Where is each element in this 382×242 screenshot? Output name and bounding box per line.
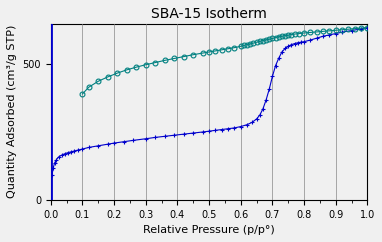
Y-axis label: Quantity Adsorbed (cm³/g STP): Quantity Adsorbed (cm³/g STP) bbox=[7, 25, 17, 198]
Title: SBA-15 Isotherm: SBA-15 Isotherm bbox=[151, 7, 267, 21]
X-axis label: Relative Pressure (p/p°): Relative Pressure (p/p°) bbox=[143, 225, 275, 235]
